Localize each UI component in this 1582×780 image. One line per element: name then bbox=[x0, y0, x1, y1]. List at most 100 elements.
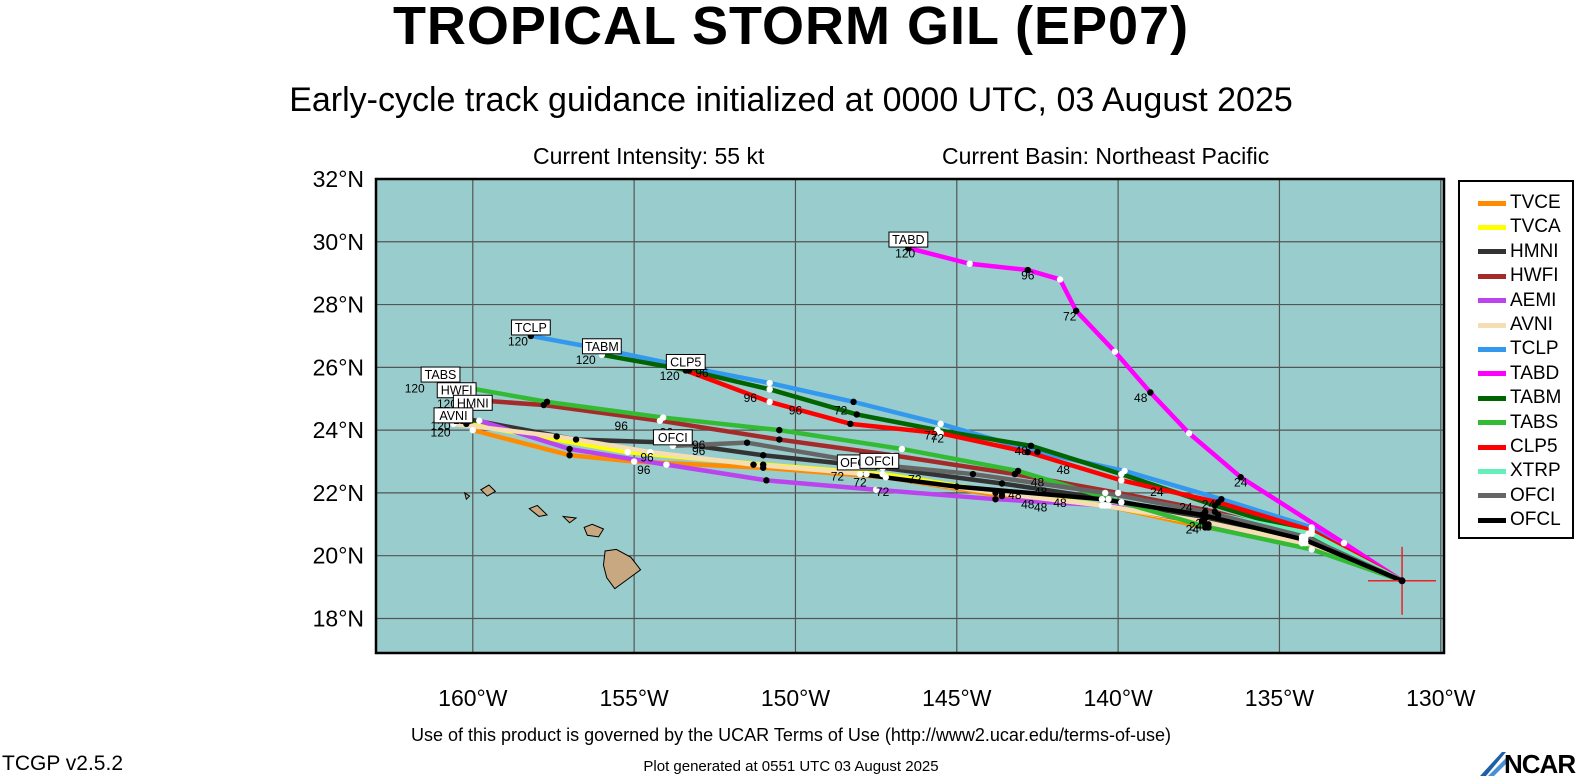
track-point-xtrp bbox=[1308, 530, 1315, 537]
legend-item-avni: AVNI bbox=[1478, 313, 1553, 337]
track-point-ofcl bbox=[1098, 495, 1106, 503]
track-point-ofcl bbox=[953, 483, 960, 490]
lon-tick-label: 160°W bbox=[438, 685, 508, 711]
track-point-ofci bbox=[743, 439, 751, 446]
track-point-hmni bbox=[759, 452, 767, 459]
forecast-hour-label: 120 bbox=[576, 353, 596, 367]
track-point-tabs bbox=[1118, 499, 1125, 506]
track-point-aemi bbox=[763, 477, 770, 484]
legend-swatch bbox=[1478, 200, 1506, 206]
model-tag-box bbox=[652, 429, 693, 446]
model-tag-label: CLP5 bbox=[670, 355, 701, 369]
storm-position-marker bbox=[1398, 577, 1406, 585]
legend-swatch bbox=[1478, 420, 1506, 426]
current-intensity: Current Intensity: 55 kt bbox=[533, 143, 765, 169]
legend-item-hmni: HMNI bbox=[1478, 240, 1559, 264]
island bbox=[528, 504, 549, 517]
forecast-hour-label: 72 bbox=[908, 472, 922, 486]
track-point-avni bbox=[1198, 517, 1206, 525]
model-tag-label: HMNI bbox=[457, 396, 489, 410]
legend-label: HMNI bbox=[1510, 240, 1559, 262]
model-tag-box bbox=[859, 452, 900, 469]
legend-label: TABS bbox=[1510, 411, 1559, 433]
island bbox=[583, 523, 605, 538]
track-point-ofcl bbox=[1198, 511, 1206, 519]
lat-tick-label: 18°N bbox=[313, 605, 364, 631]
track-point-tvca bbox=[998, 489, 1006, 497]
lat-tick-label: 26°N bbox=[313, 354, 364, 380]
forecast-hour-label: 96 bbox=[692, 444, 706, 458]
legend-item-hwfi: HWFI bbox=[1478, 264, 1559, 288]
current-basin: Current Basin: Northeast Pacific bbox=[942, 143, 1270, 169]
model-legend: TVCE TVCA HMNI HWFI AEMI AVNI TCLP TABD TABM TABS… bbox=[1458, 180, 1574, 539]
lon-tick-label: 130°W bbox=[1406, 685, 1476, 711]
forecast-hour-label: 72 bbox=[831, 469, 845, 483]
track-point-tabm bbox=[766, 386, 773, 393]
legend-swatch bbox=[1478, 493, 1506, 499]
forecast-hour-label: 120 bbox=[405, 381, 425, 395]
track-point-avni bbox=[750, 461, 757, 468]
track-point-tabs bbox=[1014, 467, 1022, 475]
model-tag-label: TABM bbox=[585, 340, 619, 354]
track-tabm bbox=[599, 352, 1405, 584]
legend-swatch bbox=[1478, 468, 1506, 474]
legend-label: TABM bbox=[1510, 387, 1562, 409]
model-tag-label: AVNI bbox=[439, 409, 467, 423]
track-point-clp5 bbox=[1214, 499, 1222, 506]
model-tag-label: HWFI bbox=[441, 384, 473, 398]
track-point-tabd bbox=[966, 260, 973, 267]
model-tag-box bbox=[581, 338, 622, 355]
legend-item-tabm: TABM bbox=[1478, 386, 1561, 410]
forecast-hour-label: 24 bbox=[1195, 516, 1209, 530]
track-point-clp5 bbox=[937, 430, 944, 437]
forecast-hour-label: 48 bbox=[1031, 476, 1045, 490]
plot-generated-time: Plot generated at 0551 UTC 03 August 202… bbox=[643, 758, 939, 775]
forecast-hour-label: 24 bbox=[1234, 476, 1248, 490]
legend-item-tabd: TABD bbox=[1478, 362, 1559, 386]
track-point-ofci bbox=[969, 470, 977, 478]
track-point-clp5 bbox=[766, 398, 773, 406]
track-point-ofci bbox=[1102, 489, 1109, 497]
legend-item-tvce: TVCE bbox=[1478, 191, 1561, 215]
forecast-hour-label: 72 bbox=[834, 403, 848, 417]
legend-item-ofci: OFCI bbox=[1478, 484, 1555, 508]
ncar-logo-text: NCAR bbox=[1504, 749, 1576, 779]
track-point-tvce bbox=[469, 426, 476, 434]
legend-swatch bbox=[1478, 444, 1506, 450]
lat-tick-label: 28°N bbox=[313, 292, 364, 318]
track-point-avni bbox=[647, 448, 654, 456]
track-point-clp5 bbox=[1024, 448, 1031, 456]
track-point-tabs bbox=[1308, 546, 1315, 553]
legend-label: OFCL bbox=[1510, 509, 1561, 531]
version-label: TCGP v2.5.2 bbox=[2, 752, 123, 775]
forecast-hour-label: 48 bbox=[1034, 501, 1048, 515]
track-point-tabs bbox=[543, 398, 551, 406]
legend-swatch bbox=[1478, 346, 1506, 352]
track-point-xtrp bbox=[1214, 511, 1222, 519]
track-point-tclp bbox=[850, 398, 857, 406]
legend-label: XTRP bbox=[1510, 460, 1561, 482]
legend-label: AEMI bbox=[1510, 289, 1557, 311]
track-point-aemi bbox=[992, 495, 999, 503]
forecast-hour-label: 120 bbox=[508, 334, 528, 348]
track-point-avni bbox=[553, 433, 560, 440]
legend-label: AVNI bbox=[1510, 314, 1553, 335]
forecast-hour-label: 48 bbox=[1053, 496, 1067, 510]
model-tag-label: TABD bbox=[892, 233, 924, 247]
forecast-hour-label: 48 bbox=[1057, 463, 1071, 477]
track-point-hmni bbox=[572, 436, 580, 443]
forecast-hour-label: 120 bbox=[895, 246, 915, 260]
track-tabs bbox=[438, 380, 1405, 584]
track-point-aemi bbox=[872, 486, 880, 493]
legend-swatch bbox=[1478, 273, 1506, 279]
lat-tick-label: 22°N bbox=[313, 480, 364, 506]
ncar-logo: NCAR bbox=[1478, 746, 1582, 780]
terms-of-use: Use of this product is governed by the U… bbox=[411, 725, 1171, 745]
lon-tick-label: 150°W bbox=[761, 685, 831, 711]
track-point-tabs bbox=[898, 445, 906, 453]
legend-label: TVCA bbox=[1510, 216, 1561, 238]
forecast-hour-label: 96 bbox=[692, 438, 706, 452]
track-point-ofcl bbox=[856, 470, 864, 478]
lon-tick-label: 145°W bbox=[922, 685, 992, 711]
track-point-tabm bbox=[853, 411, 860, 418]
